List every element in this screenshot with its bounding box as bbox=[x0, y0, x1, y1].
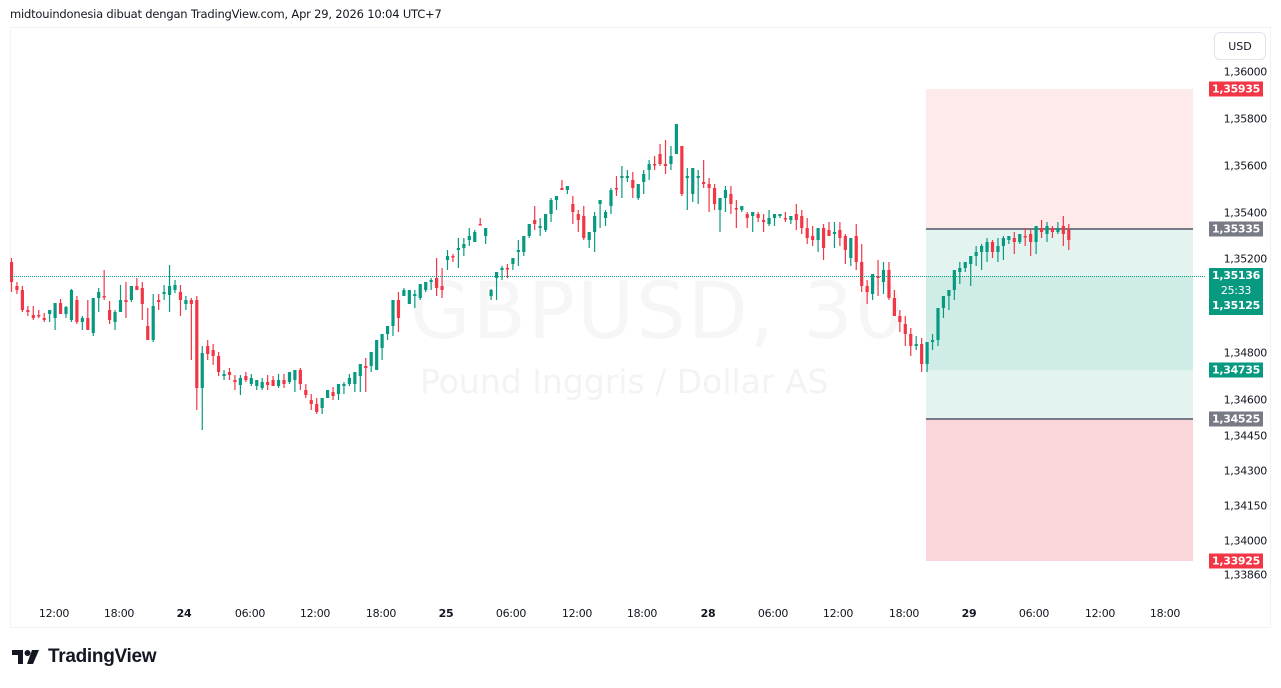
bar-countdown: 25:33 bbox=[1220, 284, 1252, 297]
time-axis[interactable]: 12:00 18:00 24 06:00 12:00 18:00 25 06:00 12:00 1… bbox=[10, 600, 1205, 628]
time-tick-label: 06:00 bbox=[757, 607, 789, 620]
time-tick-label: 06:00 bbox=[234, 607, 266, 620]
tradingview-logo-icon bbox=[12, 650, 39, 664]
time-tick-label: 18:00 bbox=[1149, 607, 1181, 620]
chart-plot-area[interactable]: GBPUSD, 30 Pound Inggris / Dollar AS bbox=[10, 27, 1205, 600]
time-tick-label: 25 bbox=[438, 607, 454, 620]
chart-frame bbox=[10, 27, 1271, 628]
stop-zone bbox=[926, 419, 1193, 561]
price-tick-label: 1,34800 bbox=[1223, 346, 1268, 360]
watermark-description: Pound Inggris / Dollar AS bbox=[420, 362, 829, 401]
currency-button[interactable]: USD bbox=[1214, 32, 1266, 60]
target-zone bbox=[926, 89, 1193, 229]
price-tick-label: 1,35600 bbox=[1223, 159, 1268, 173]
time-tick-label: 18:00 bbox=[626, 607, 658, 620]
time-tick-label: 12:00 bbox=[299, 607, 331, 620]
current-price-tag: 1,35136 25:33 1,35125 bbox=[1209, 268, 1263, 315]
price-tick-label: 1,33860 bbox=[1223, 568, 1268, 582]
time-tick-label: 29 bbox=[961, 607, 977, 620]
tradingview-brand: TradingView bbox=[48, 646, 157, 667]
tradingview-logo[interactable]: TradingView bbox=[12, 646, 157, 668]
price-tick-label: 1,34150 bbox=[1223, 499, 1268, 513]
chart-header: midtouindonesia dibuat dengan TradingVie… bbox=[10, 7, 442, 21]
current-price-line bbox=[10, 276, 1205, 277]
time-tick-label: 18:00 bbox=[888, 607, 920, 620]
price-tick-label: 1,35200 bbox=[1223, 252, 1268, 266]
time-tick-label: 12:00 bbox=[561, 607, 593, 620]
price-level-tag: 1,35335 bbox=[1209, 221, 1263, 237]
position-level-line[interactable] bbox=[926, 418, 1193, 420]
time-tick-label: 12:00 bbox=[822, 607, 854, 620]
price-tick-label: 1,35400 bbox=[1223, 206, 1268, 220]
time-tick-label: 18:00 bbox=[103, 607, 135, 620]
price-axis[interactable]: USD 1,36000 1,35800 1,35600 1,35400 1,35200 1… bbox=[1205, 27, 1271, 600]
watermark-symbol: GBPUSD, 30 bbox=[410, 267, 907, 357]
time-tick-label: 12:00 bbox=[38, 607, 70, 620]
time-tick-label: 28 bbox=[700, 607, 716, 620]
price-level-tag: 1,33925 bbox=[1209, 553, 1263, 569]
price-level-tag: 1,34735 bbox=[1209, 362, 1263, 378]
price-tick-label: 1,34450 bbox=[1223, 429, 1268, 443]
time-tick-label: 18:00 bbox=[365, 607, 397, 620]
time-tick-label: 06:00 bbox=[495, 607, 527, 620]
price-level-tag: 1,35935 bbox=[1209, 81, 1263, 97]
time-tick-label: 24 bbox=[176, 607, 192, 620]
price-tick-label: 1,34600 bbox=[1223, 393, 1268, 407]
price-tick-label: 1,35800 bbox=[1223, 112, 1268, 126]
candlestick-series bbox=[10, 124, 1071, 430]
last-price: 1,35125 bbox=[1211, 299, 1260, 312]
price-tick-label: 1,36000 bbox=[1223, 65, 1268, 79]
price-tick-label: 1,34000 bbox=[1223, 534, 1268, 548]
current-price: 1,35136 bbox=[1211, 269, 1260, 282]
filled-zone bbox=[926, 276, 1193, 370]
price-level-tag: 1,34525 bbox=[1209, 411, 1263, 427]
time-tick-label: 06:00 bbox=[1018, 607, 1050, 620]
price-tick-label: 1,34300 bbox=[1223, 464, 1268, 478]
time-tick-label: 12:00 bbox=[1084, 607, 1116, 620]
